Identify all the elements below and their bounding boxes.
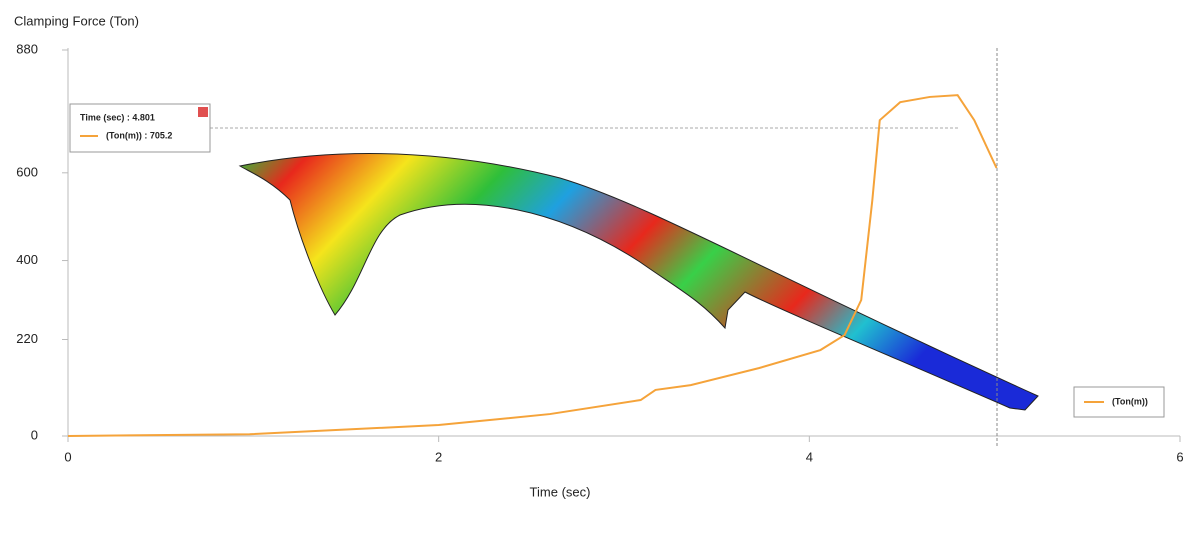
y-tick-label: 220 [16, 331, 38, 346]
chart: Clamping Force (Ton) Time (sec) Time (se… [0, 0, 1203, 536]
close-button[interactable] [198, 107, 208, 117]
tooltip-value: (Ton(m)) : 705.2 [106, 130, 172, 140]
part-image [240, 154, 1038, 410]
x-tick-label: 4 [806, 449, 813, 464]
legend-label: (Ton(m)) [1112, 396, 1148, 406]
y-tick-label: 400 [16, 252, 38, 267]
x-tick-label: 6 [1176, 449, 1183, 464]
y-tick-label: 0 [31, 427, 38, 442]
y-axis-title: Clamping Force (Ton) [14, 13, 139, 28]
x-axis-title: Time (sec) [530, 484, 591, 499]
x-tick-label: 2 [435, 449, 442, 464]
y-tick-label: 600 [16, 164, 38, 179]
y-tick-label: 880 [16, 41, 38, 56]
tooltip-time: Time (sec) : 4.801 [80, 112, 155, 122]
legend: (Ton(m)) [1074, 387, 1164, 417]
x-tick-label: 0 [64, 449, 71, 464]
tooltip-box [70, 104, 210, 152]
tooltip: Time (sec) : 4.801 (Ton(m)) : 705.2 [70, 104, 210, 152]
